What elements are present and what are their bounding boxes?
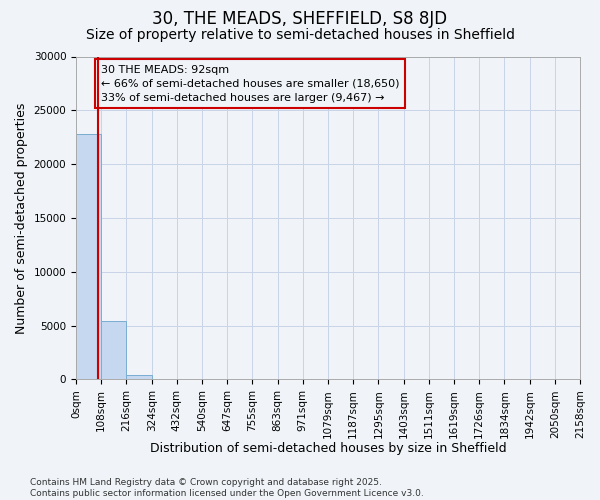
- Text: 30, THE MEADS, SHEFFIELD, S8 8JD: 30, THE MEADS, SHEFFIELD, S8 8JD: [152, 10, 448, 28]
- Bar: [152, 378, 177, 380]
- Text: Contains HM Land Registry data © Crown copyright and database right 2025.
Contai: Contains HM Land Registry data © Crown c…: [30, 478, 424, 498]
- Bar: [76, 134, 101, 380]
- Y-axis label: Number of semi-detached properties: Number of semi-detached properties: [15, 102, 28, 334]
- Bar: [101, 321, 127, 380]
- Text: 30 THE MEADS: 92sqm
← 66% of semi-detached houses are smaller (18,650)
33% of se: 30 THE MEADS: 92sqm ← 66% of semi-detach…: [101, 64, 400, 102]
- X-axis label: Distribution of semi-detached houses by size in Sheffield: Distribution of semi-detached houses by …: [150, 442, 506, 455]
- Bar: [127, 375, 152, 380]
- Text: Size of property relative to semi-detached houses in Sheffield: Size of property relative to semi-detach…: [86, 28, 515, 42]
